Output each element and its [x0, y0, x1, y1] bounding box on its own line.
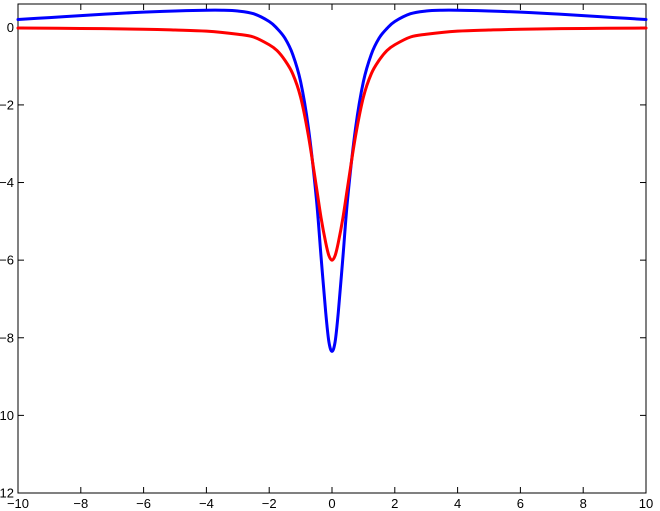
- y-tick-label: −10: [0, 408, 14, 423]
- y-tick-label: −6: [0, 253, 14, 268]
- series-lines: [16, 8, 648, 353]
- x-tick-label: −8: [73, 496, 88, 511]
- x-tick-label: 2: [391, 496, 398, 511]
- y-tick-label: −12: [0, 486, 14, 501]
- x-tick-label: 8: [580, 496, 587, 511]
- y-tick-label: −8: [0, 330, 14, 345]
- x-tick-label: 0: [328, 496, 335, 511]
- y-axis-tick-labels: 0 −2 −4 −6 −8 −10 −12: [0, 20, 14, 501]
- x-tick-label: 6: [517, 496, 524, 511]
- x-tick-label: −10: [7, 496, 29, 511]
- y-tick-label: 0: [7, 20, 14, 35]
- x-axis-tick-labels: −10 −8 −6 −4 −2 0 2 4 6 8 10: [7, 496, 653, 511]
- series-line-red: [16, 26, 648, 262]
- x-tick-label: 10: [639, 496, 653, 511]
- x-tick-label: −4: [199, 496, 214, 511]
- y-tick-label: −4: [0, 175, 14, 190]
- x-tick-label: −2: [262, 496, 277, 511]
- plot-area-frame: [17, 3, 647, 494]
- series-line-blue: [16, 8, 648, 353]
- y-tick-label: −2: [0, 97, 14, 112]
- x-tick-label: −6: [136, 496, 151, 511]
- x-tick-label: 4: [454, 496, 461, 511]
